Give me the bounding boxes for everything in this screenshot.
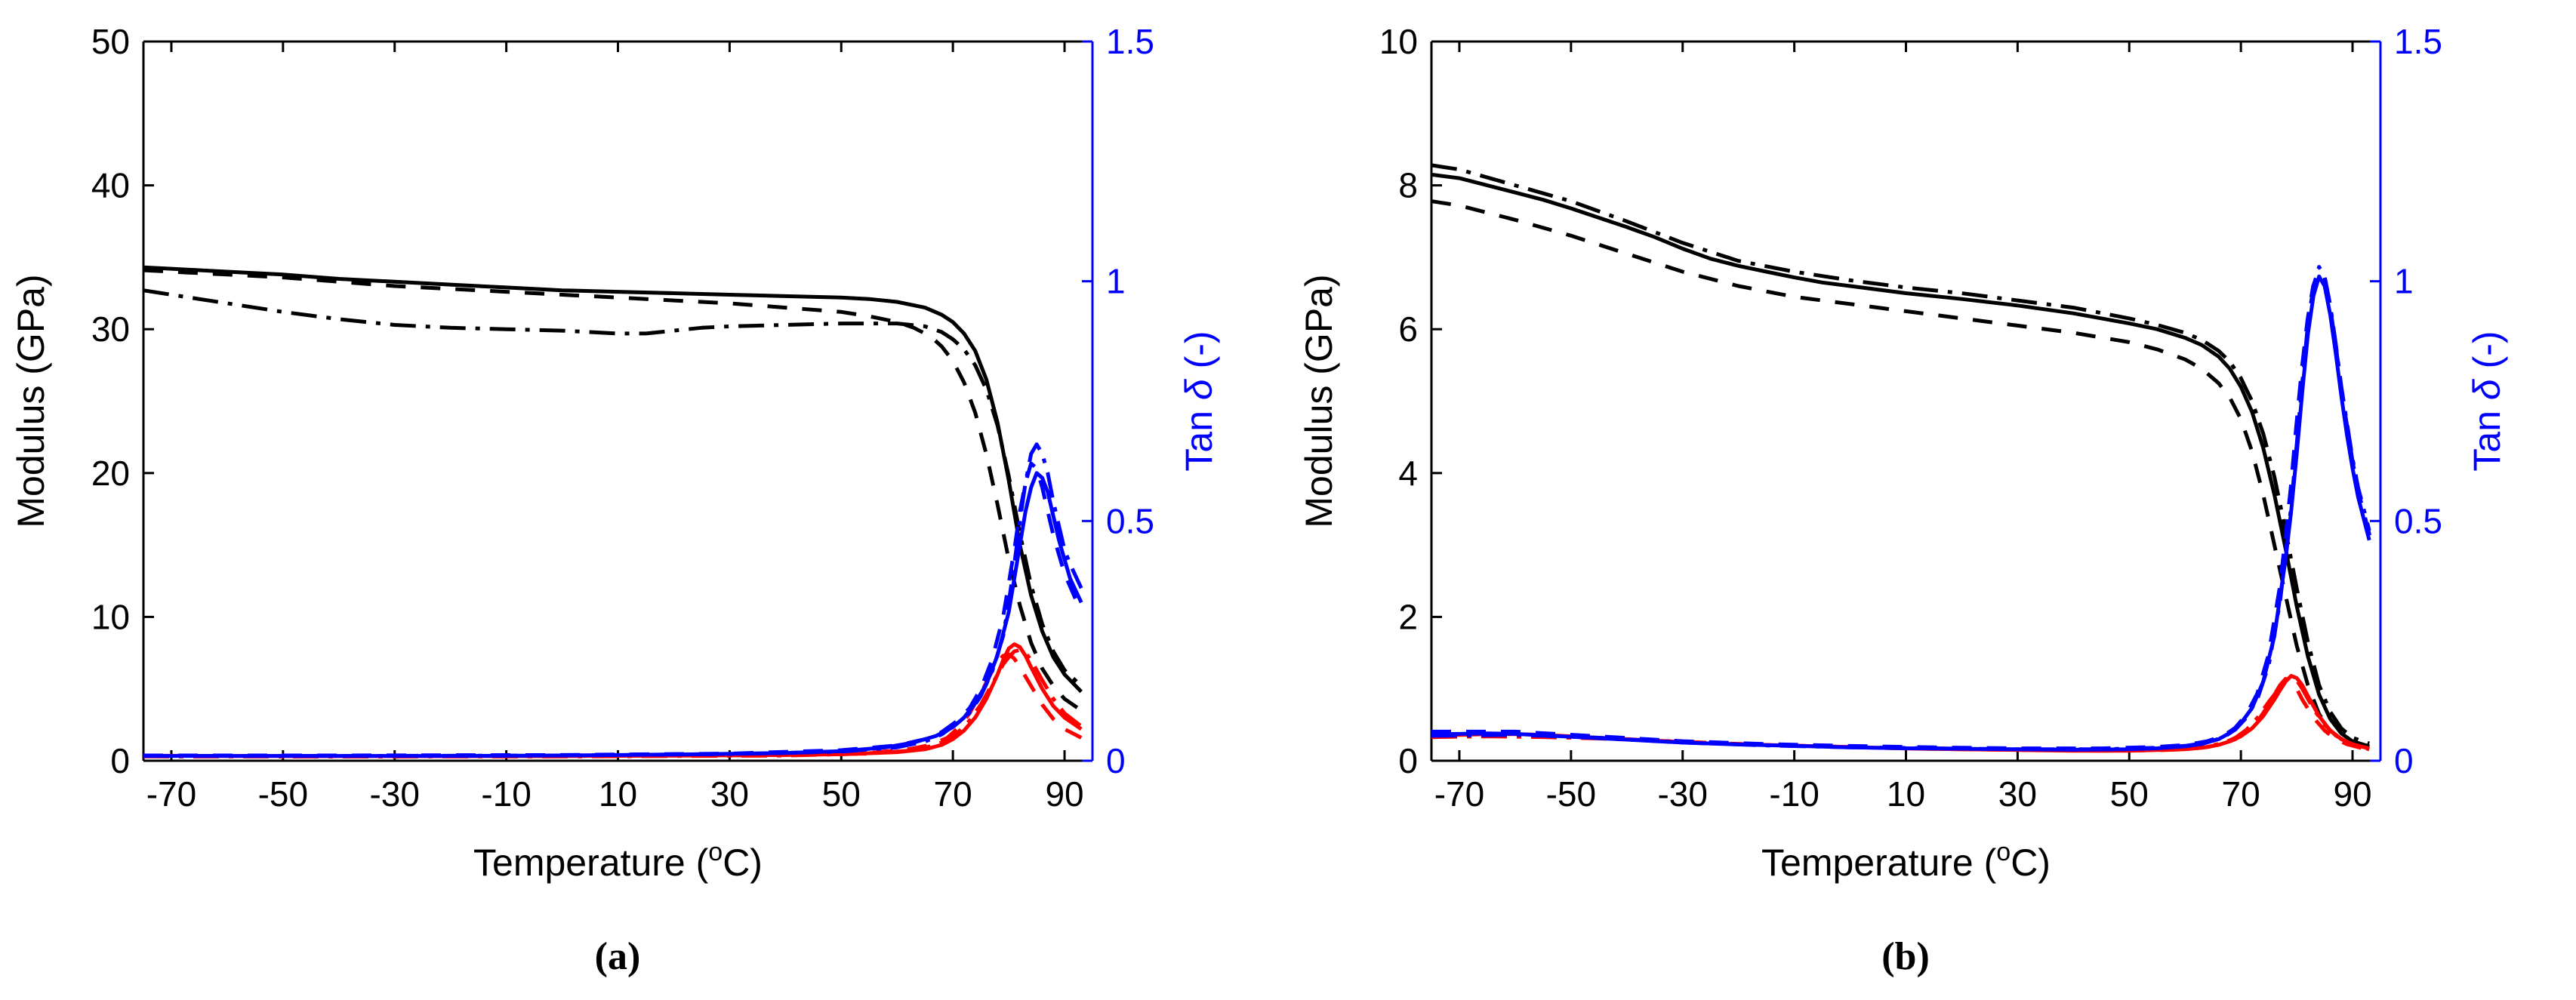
x-tick-label: 90 [1045, 774, 1083, 814]
y-right-tick-label: 1.5 [2394, 22, 2442, 61]
series-loss-modulus-dashed [143, 652, 1083, 758]
x-tick-label: -30 [1657, 774, 1707, 814]
y-left-tick-label: 2 [1398, 597, 1418, 636]
x-tick-label: 10 [1887, 774, 1925, 814]
y-right-tick-label: 1 [2394, 262, 2414, 301]
chart-panel-b: -70 -50 -30 -10 10 30 50 70 90 0 2 4 6 8 10 0 0.5 1 1.5 Tem… [1298, 22, 2508, 884]
y-left-tick-label: 10 [91, 597, 130, 636]
x-tick-label: 70 [934, 774, 972, 814]
chart-panel-a: -70 -50 -30 -10 10 30 50 70 90 0 10 20 30 40 50 0 0.5 1 1.… [10, 22, 1220, 884]
series-loss-modulus-dashdot [1431, 675, 2370, 752]
series-storage-modulus-solid [143, 265, 1083, 694]
y-right-tick-label: 0.5 [1106, 501, 1154, 540]
series-loss-modulus-dashdot [143, 648, 1083, 758]
x-axis-title: Temperature (oC) [1761, 838, 2051, 884]
panel-b-caption: (b) [1881, 935, 1930, 978]
y-left-tick-label: 6 [1398, 309, 1418, 349]
x-tick-label: 90 [2333, 774, 2371, 814]
series-storage-modulus-dashdot [143, 288, 1083, 688]
series-tan-delta-dashdot [143, 442, 1083, 758]
series-storage-modulus-dashed [143, 268, 1083, 712]
y-right-tick-label: 0 [2394, 741, 2414, 780]
y-left-tick-label: 0 [110, 741, 130, 780]
y-left-tick-label: 8 [1398, 166, 1418, 205]
y-left-axis-title: Modulus (GPa) [10, 274, 52, 528]
y-right-tick-label: 0.5 [2394, 501, 2442, 540]
series-tan-delta-dashed [143, 461, 1083, 758]
x-tick-label: 70 [2222, 774, 2260, 814]
x-tick-label: 50 [822, 774, 861, 814]
x-tick-label: 30 [1998, 774, 2037, 814]
x-tick-label: -70 [1434, 774, 1484, 814]
x-tick-label: 50 [2110, 774, 2149, 814]
y-left-tick-label: 50 [91, 22, 130, 61]
series-tan-delta-dashdot [1431, 265, 2371, 752]
x-tick-label: -50 [258, 774, 308, 814]
x-tick-label: -10 [1769, 774, 1819, 814]
y-left-tick-label: 0 [1398, 741, 1418, 780]
y-right-axis-title: Tan δ (-) [2466, 331, 2508, 471]
y-right-axis-title: Tan δ (-) [1178, 331, 1220, 471]
y-left-tick-label: 4 [1398, 454, 1418, 493]
series-storage-modulus-solid [1431, 172, 2370, 749]
y-left-tick-label: 10 [1379, 22, 1418, 61]
x-tick-label: -70 [146, 774, 196, 814]
x-tick-label: -10 [481, 774, 531, 814]
y-right-tick-label: 1.5 [1106, 22, 1154, 61]
x-tick-label: -30 [369, 774, 419, 814]
y-left-tick-label: 40 [91, 166, 130, 205]
y-left-tick-label: 20 [91, 454, 130, 493]
series-tan-delta-solid [143, 471, 1083, 758]
x-tick-label: 30 [710, 774, 749, 814]
y-right-tick-label: 1 [1106, 262, 1126, 301]
y-left-axis-title: Modulus (GPa) [1298, 274, 1340, 528]
series-storage-modulus-dashdot [1431, 163, 2371, 746]
x-axis-title: Temperature (oC) [473, 838, 763, 884]
series-storage-modulus-dashed [1431, 199, 2370, 750]
x-tick-label: 10 [599, 774, 637, 814]
y-left-tick-label: 30 [91, 309, 130, 349]
x-tick-label: -50 [1546, 774, 1596, 814]
y-right-tick-label: 0 [1106, 741, 1126, 780]
panel-a-caption: (a) [594, 935, 641, 978]
series-tan-delta-solid [1431, 274, 2371, 752]
series-tan-delta-dashed [1431, 269, 2372, 752]
